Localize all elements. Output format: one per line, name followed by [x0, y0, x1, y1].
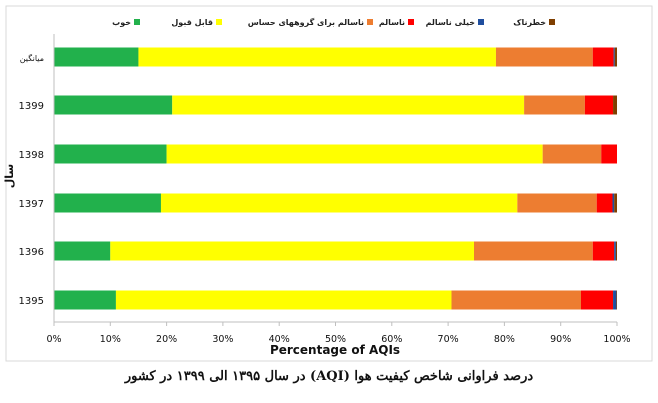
x-tick-label: 30%: [212, 334, 233, 345]
bar-segment: [616, 290, 617, 310]
category-label: میانگین: [20, 53, 44, 63]
x-tick-label: 50%: [325, 334, 346, 345]
legend-swatch: [478, 19, 484, 25]
bar-segment: [166, 144, 543, 164]
bar-segment: [54, 290, 116, 310]
bar-segment: [614, 193, 617, 213]
bar-segment: [613, 47, 615, 67]
bar-segment: [524, 95, 585, 115]
bar-segment: [172, 95, 525, 115]
bar-segment: [54, 193, 161, 213]
bar-segment: [474, 241, 593, 261]
bar-segment: [54, 241, 111, 261]
legend-label: قابل قبول: [171, 18, 213, 27]
x-tick-label: 90%: [550, 334, 571, 345]
category-label: 1396: [19, 247, 44, 258]
legend-label: خیلی ناسالم: [426, 18, 476, 27]
bar-segment: [160, 193, 518, 213]
legend-swatch: [216, 19, 222, 25]
bar-segment: [54, 95, 173, 115]
plot-frame: [5, 5, 653, 362]
x-tick-label: 20%: [156, 334, 177, 345]
legend-label: خطرناک: [513, 18, 546, 27]
bar-segment: [542, 144, 602, 164]
x-tick-label: 0%: [46, 334, 61, 345]
legend-label: ناسالم برای گروههای حساس: [248, 17, 364, 28]
bar-segment: [115, 290, 452, 310]
x-axis: 0% 10% 20% 30% 40% 50% 60% 70% 80% 90% 100%: [46, 34, 631, 345]
category-label: 1395: [19, 296, 44, 307]
bar-segment: [601, 144, 617, 164]
figure-caption: درصد فراوانی شاخص کیفیت هوا (AQI) در سال…: [124, 369, 534, 384]
category-label: 1398: [19, 150, 44, 161]
bar-segment: [613, 95, 617, 115]
bar-segment: [612, 193, 615, 213]
x-tick-label: 10%: [100, 334, 121, 345]
x-tick-label: 60%: [381, 334, 402, 345]
x-tick-label: 80%: [494, 334, 515, 345]
bar-segment: [517, 193, 597, 213]
bar-segment: [110, 241, 475, 261]
category-labels: میانگین 1399 1398 1397 1396 1395: [19, 53, 44, 307]
bar-segment: [596, 193, 613, 213]
legend: خوب قابل قبول ناسالم برای گروههای حساس ناسا…: [112, 17, 555, 28]
y-axis-title: سال: [3, 164, 16, 189]
bar-segment: [580, 290, 614, 310]
bar-segment: [584, 95, 614, 115]
bars: [54, 47, 617, 310]
bar-segment: [614, 241, 616, 261]
legend-label: ناسالم: [379, 18, 405, 27]
bar-segment: [138, 47, 496, 67]
x-axis-title: Percentage of AQIs: [270, 343, 400, 357]
legend-swatch: [549, 19, 555, 25]
legend-swatch: [408, 19, 414, 25]
bar-segment: [613, 290, 617, 310]
bar-segment: [495, 47, 593, 67]
legend-label: خوب: [112, 18, 131, 27]
bar-segment: [614, 47, 617, 67]
bar-segment: [54, 144, 167, 164]
category-label: 1399: [19, 101, 44, 112]
bar-segment: [592, 241, 615, 261]
x-tick-label: 100%: [603, 334, 630, 345]
bar-segment: [592, 47, 614, 67]
x-tick-label: 70%: [438, 334, 459, 345]
bar-segment: [615, 241, 617, 261]
bar-segment: [451, 290, 581, 310]
x-tick-label: 40%: [269, 334, 290, 345]
bar-segment: [54, 47, 139, 67]
category-label: 1397: [19, 199, 44, 210]
legend-swatch: [134, 19, 140, 25]
legend-swatch: [367, 19, 373, 25]
